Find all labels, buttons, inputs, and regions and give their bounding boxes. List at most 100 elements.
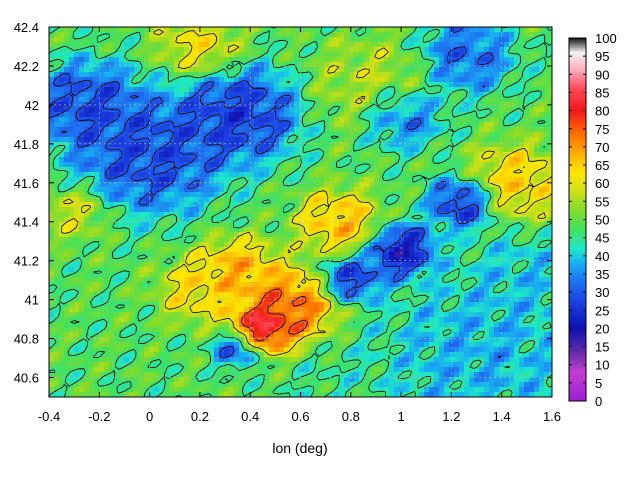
heat-cell bbox=[504, 207, 510, 213]
heat-cell bbox=[289, 37, 295, 43]
heat-cell bbox=[224, 162, 230, 168]
heat-cell bbox=[304, 127, 310, 133]
heat-cell bbox=[529, 207, 535, 213]
heat-cell bbox=[134, 97, 140, 103]
heat-cell bbox=[334, 222, 340, 228]
heat-cell bbox=[464, 267, 470, 273]
heat-cell bbox=[329, 152, 335, 158]
heat-cell bbox=[339, 97, 345, 103]
heat-cell bbox=[459, 122, 465, 128]
heat-cell bbox=[519, 187, 525, 193]
heat-cell bbox=[114, 247, 120, 253]
heat-cell bbox=[454, 227, 460, 233]
heat-cell bbox=[509, 67, 515, 73]
heat-cell bbox=[304, 42, 310, 48]
heat-cell bbox=[499, 47, 505, 53]
heat-cell bbox=[219, 97, 225, 103]
heat-cell bbox=[94, 97, 100, 103]
heat-cell bbox=[154, 132, 160, 138]
heat-cell bbox=[339, 122, 345, 128]
heat-cell bbox=[509, 262, 515, 268]
heat-cell bbox=[124, 182, 130, 188]
heat-cell bbox=[409, 112, 415, 118]
heat-cell bbox=[229, 262, 235, 268]
heat-cell bbox=[164, 132, 170, 138]
heat-cell bbox=[474, 107, 480, 113]
heat-cell bbox=[319, 137, 325, 143]
heat-cell bbox=[524, 112, 530, 118]
heat-cell bbox=[379, 217, 385, 223]
heat-cell bbox=[284, 112, 290, 118]
heat-cell bbox=[249, 82, 255, 88]
heat-cell bbox=[469, 207, 475, 213]
heat-cell bbox=[504, 202, 510, 208]
heat-cell bbox=[74, 42, 80, 48]
heat-cell bbox=[529, 257, 535, 263]
heat-cell bbox=[434, 192, 440, 198]
heat-cell bbox=[374, 182, 380, 188]
heat-cell bbox=[79, 112, 85, 118]
heat-cell bbox=[219, 217, 225, 223]
heat-cell bbox=[324, 102, 330, 108]
heat-cell bbox=[134, 127, 140, 133]
heat-cell bbox=[119, 42, 125, 48]
heat-cell bbox=[529, 242, 535, 248]
heat-cell bbox=[69, 272, 75, 278]
heat-cell bbox=[194, 262, 200, 268]
heat-cell bbox=[154, 107, 160, 113]
heat-cell bbox=[374, 132, 380, 138]
heat-cell bbox=[129, 182, 135, 188]
heat-cell bbox=[359, 142, 365, 148]
heat-cell bbox=[189, 132, 195, 138]
heat-cell bbox=[294, 247, 300, 253]
heat-cell bbox=[389, 37, 395, 43]
heat-cell bbox=[534, 47, 540, 53]
heat-cell bbox=[434, 217, 440, 223]
heat-cell bbox=[319, 227, 325, 233]
heat-cell bbox=[284, 92, 290, 98]
heat-cell bbox=[254, 87, 260, 93]
heat-cell bbox=[289, 202, 295, 208]
heat-cell bbox=[549, 142, 552, 148]
heat-cell bbox=[199, 127, 205, 133]
heat-cell bbox=[84, 132, 90, 138]
heat-cell bbox=[529, 27, 535, 33]
heat-cell bbox=[169, 147, 175, 153]
heat-cell bbox=[89, 62, 95, 68]
heat-cell bbox=[129, 207, 135, 213]
heat-cell bbox=[444, 27, 450, 33]
heat-cell bbox=[534, 112, 540, 118]
heat-cell bbox=[149, 222, 155, 228]
heat-cell bbox=[314, 122, 320, 128]
heat-cell bbox=[99, 262, 105, 268]
heat-cell bbox=[269, 222, 275, 228]
heat-cell bbox=[299, 232, 305, 238]
heat-cell bbox=[199, 162, 205, 168]
heat-cell bbox=[139, 107, 145, 113]
heat-cell bbox=[484, 37, 490, 43]
heat-cell bbox=[424, 217, 430, 223]
heat-cell bbox=[269, 237, 275, 243]
heat-cell bbox=[399, 177, 405, 183]
heat-cell bbox=[384, 187, 390, 193]
heat-cell bbox=[159, 132, 165, 138]
heat-cell bbox=[289, 112, 295, 118]
heat-cell bbox=[349, 87, 355, 93]
heat-cell bbox=[469, 122, 475, 128]
heat-cell bbox=[514, 242, 520, 248]
heat-cell bbox=[494, 217, 500, 223]
heat-cell bbox=[494, 222, 500, 228]
heat-cell bbox=[199, 262, 205, 268]
heat-cell bbox=[539, 52, 545, 58]
heat-cell bbox=[484, 67, 490, 73]
heat-cell bbox=[114, 92, 120, 98]
heat-cell bbox=[449, 182, 455, 188]
heat-cell bbox=[124, 232, 130, 238]
heat-cell bbox=[339, 112, 345, 118]
heat-cell bbox=[49, 247, 55, 253]
heat-cell bbox=[269, 167, 275, 173]
heat-cell bbox=[274, 77, 280, 83]
heat-cell bbox=[89, 97, 95, 103]
heat-cell bbox=[164, 142, 170, 148]
heat-cell bbox=[339, 267, 345, 273]
